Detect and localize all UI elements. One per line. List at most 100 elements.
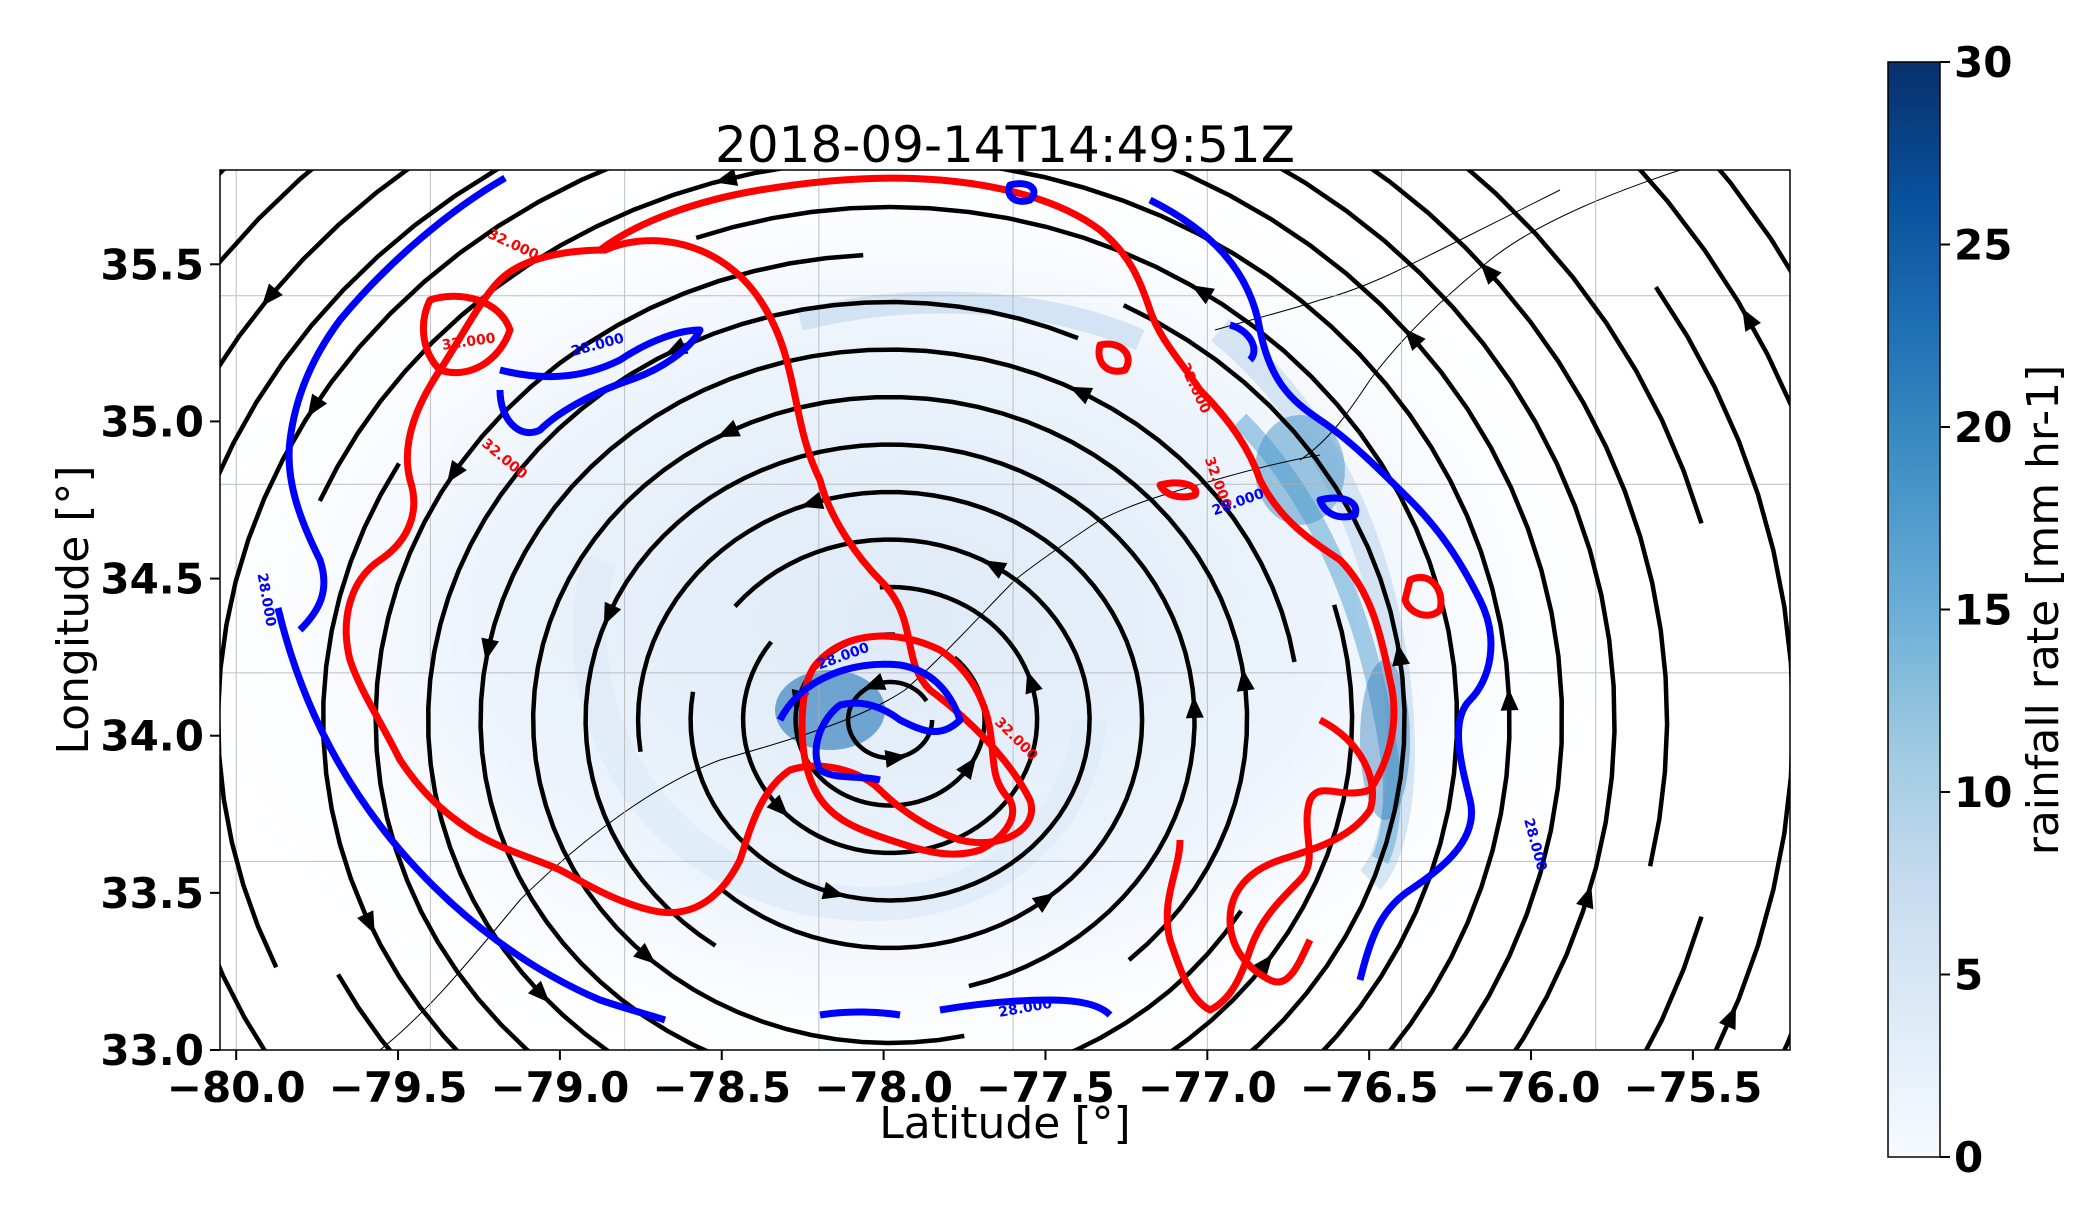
x-tick-label-0: −80.0 — [167, 1063, 306, 1112]
contour-28 — [274, 174, 1495, 1024]
colorbar-tick-label-3: 15 — [1954, 586, 2012, 635]
streamline-arrow-6-2 — [633, 942, 656, 964]
contour-32-north-band — [597, 174, 1398, 1014]
contour-32-eye — [798, 632, 1017, 858]
streamline-arrow-6-1 — [717, 419, 741, 438]
y-tick-label-0: 33.0 — [100, 1026, 204, 1075]
streamline-arrow-2-1 — [1025, 670, 1043, 695]
streamline-arrow-8-1 — [527, 980, 550, 1003]
x-tick-label-3: −78.5 — [652, 1063, 791, 1112]
contour-28-west — [285, 174, 507, 633]
gridlines — [220, 170, 1790, 1050]
contour-28-south — [819, 996, 1113, 1019]
streamline-arrow-4-1 — [800, 491, 825, 510]
contour-32-cell-1 — [1401, 573, 1445, 619]
contour-28-east — [1148, 196, 1495, 981]
streamline-4 — [635, 489, 1145, 951]
streamline-0 — [845, 679, 935, 761]
contour-label-1: 32.000 — [441, 330, 497, 353]
streamline-arrow-8-2 — [1252, 954, 1273, 978]
streamline-arrow-12-1 — [1404, 328, 1426, 351]
colorbar-tick-label-4: 20 — [1954, 403, 2012, 452]
rain-band-inner — [572, 555, 1107, 921]
colorbar-tick-label-1: 5 — [1954, 951, 1983, 1000]
colorbar-tick-label-6: 30 — [1954, 38, 2012, 87]
streamline-arrow-14-0 — [1480, 262, 1502, 285]
colorbar-tick-label-2: 10 — [1954, 768, 2012, 817]
streamline-arrow-12-2 — [307, 393, 328, 417]
streamline-2 — [740, 584, 1040, 856]
plot-area: 32.00032.00032.00032.00032.00032.00028.0… — [0, 0, 1965, 1210]
x-tick-label-1: −79.5 — [329, 1063, 468, 1112]
contour-32-outer — [342, 237, 1036, 917]
streamline-arrow-11-2 — [714, 170, 739, 186]
colorbar-tick-label-5: 25 — [1954, 221, 2012, 270]
contour-32-cell-2 — [1095, 340, 1132, 375]
y-tick-label-3: 34.5 — [100, 555, 204, 604]
streamline-arrow-11-1 — [1500, 688, 1519, 711]
streamline-arrow-5-1 — [603, 601, 622, 626]
streamline-arrow-18-0 — [0, 1186, 22, 1210]
colorbar-ticks: 0 5 10 15 20 25 30 — [1940, 38, 2012, 1182]
contour-28-northeast — [1005, 180, 1258, 363]
streamline-arrow-16-2 — [1718, 1006, 1736, 1030]
x-axis: −80.0 −79.5 −79.0 −78.5 −78.0 −77.5 −77.0 −76.5… — [167, 1050, 1762, 1112]
streamline-arrow-2-0 — [766, 794, 789, 817]
x-axis-label: Latitude [°] — [879, 1098, 1130, 1149]
streamline-arrow-1-1 — [956, 756, 977, 780]
contour-32-cell-3 — [1156, 479, 1200, 501]
colorbar-tick-label-0: 0 — [1954, 1133, 1983, 1182]
y-tick-label-1: 33.5 — [100, 869, 204, 918]
x-tick-label-4: −78.0 — [814, 1063, 953, 1112]
streamline-arrow-6-0 — [1236, 668, 1255, 692]
y-axis: 33.0 33.5 34.0 34.5 35.0 35.5 — [100, 240, 220, 1075]
y-tick-label-2: 34.0 — [100, 712, 204, 761]
y-tick-label-5: 35.5 — [100, 240, 204, 289]
streamline-arrow-7-0 — [1069, 386, 1094, 405]
streamline-arrow-0-0 — [862, 672, 887, 690]
streamline-arrow-5-0 — [1185, 696, 1204, 719]
streamline-arrow-3-0 — [821, 881, 845, 900]
streamline-arrow-13-0 — [1576, 885, 1594, 910]
streamline-arrow-17-2 — [1742, 308, 1761, 332]
x-tick-label-6: −77.0 — [1138, 1063, 1277, 1112]
contour-28-eye — [776, 660, 964, 784]
x-tick-label-8: −76.0 — [1462, 1063, 1601, 1112]
y-axis-label: Longitude [°] — [48, 465, 99, 754]
streamline-arrow-0-1 — [884, 749, 908, 768]
contour-28-northwest — [496, 326, 704, 436]
x-tick-label-7: −76.5 — [1300, 1063, 1439, 1112]
x-tick-label-5: −77.5 — [976, 1063, 1115, 1112]
streamline-arrow-14-1 — [261, 283, 283, 307]
streamline-arrow-9-2 — [1392, 643, 1411, 667]
x-tick-label-9: −75.5 — [1623, 1063, 1762, 1112]
colorbar-label: rainfall rate [mm hr-1] — [2018, 365, 2069, 856]
contour-32 — [342, 174, 1445, 1014]
plot-frame — [219, 169, 1791, 1051]
colorbar-gradient — [1887, 61, 1941, 1158]
contour-28-southwest — [274, 607, 667, 1024]
streamline-arrow-9-0 — [446, 459, 467, 484]
coastline-sound — [1214, 189, 1561, 331]
y-tick-label-4: 35.0 — [100, 397, 204, 446]
streamline-arrow-13-1 — [865, 55, 887, 73]
streamline-arrow-7-1 — [481, 637, 499, 662]
contour-32-southeast — [1226, 716, 1377, 986]
contour-28-cell — [1316, 494, 1360, 521]
streamline-arrow-4-0 — [1031, 892, 1055, 913]
streamline-arrow-19-1 — [1942, 484, 1965, 510]
chart-title: 2018-09-14T14:49:51Z — [715, 116, 1295, 174]
streamline-arrow-15-0 — [1163, 0, 1190, 17]
streamline-5 — [583, 442, 1197, 989]
contour-32-west-cell — [419, 292, 514, 377]
streamline-arrow-9-1 — [772, 1165, 797, 1187]
streamline-arrow-10-2 — [1191, 285, 1215, 305]
streamline-arrow-16-0 — [353, 41, 381, 68]
x-tick-label-2: −79.0 — [490, 1063, 629, 1112]
streamline-arrow-3-1 — [983, 560, 1008, 579]
rain-band-north — [797, 291, 1145, 351]
streamline-arrow-10-0 — [357, 910, 375, 935]
colorbar: 0 5 10 15 20 25 30 rainfall rate [mm hr-1] — [1887, 38, 2069, 1182]
streamline-3 — [688, 537, 1092, 903]
